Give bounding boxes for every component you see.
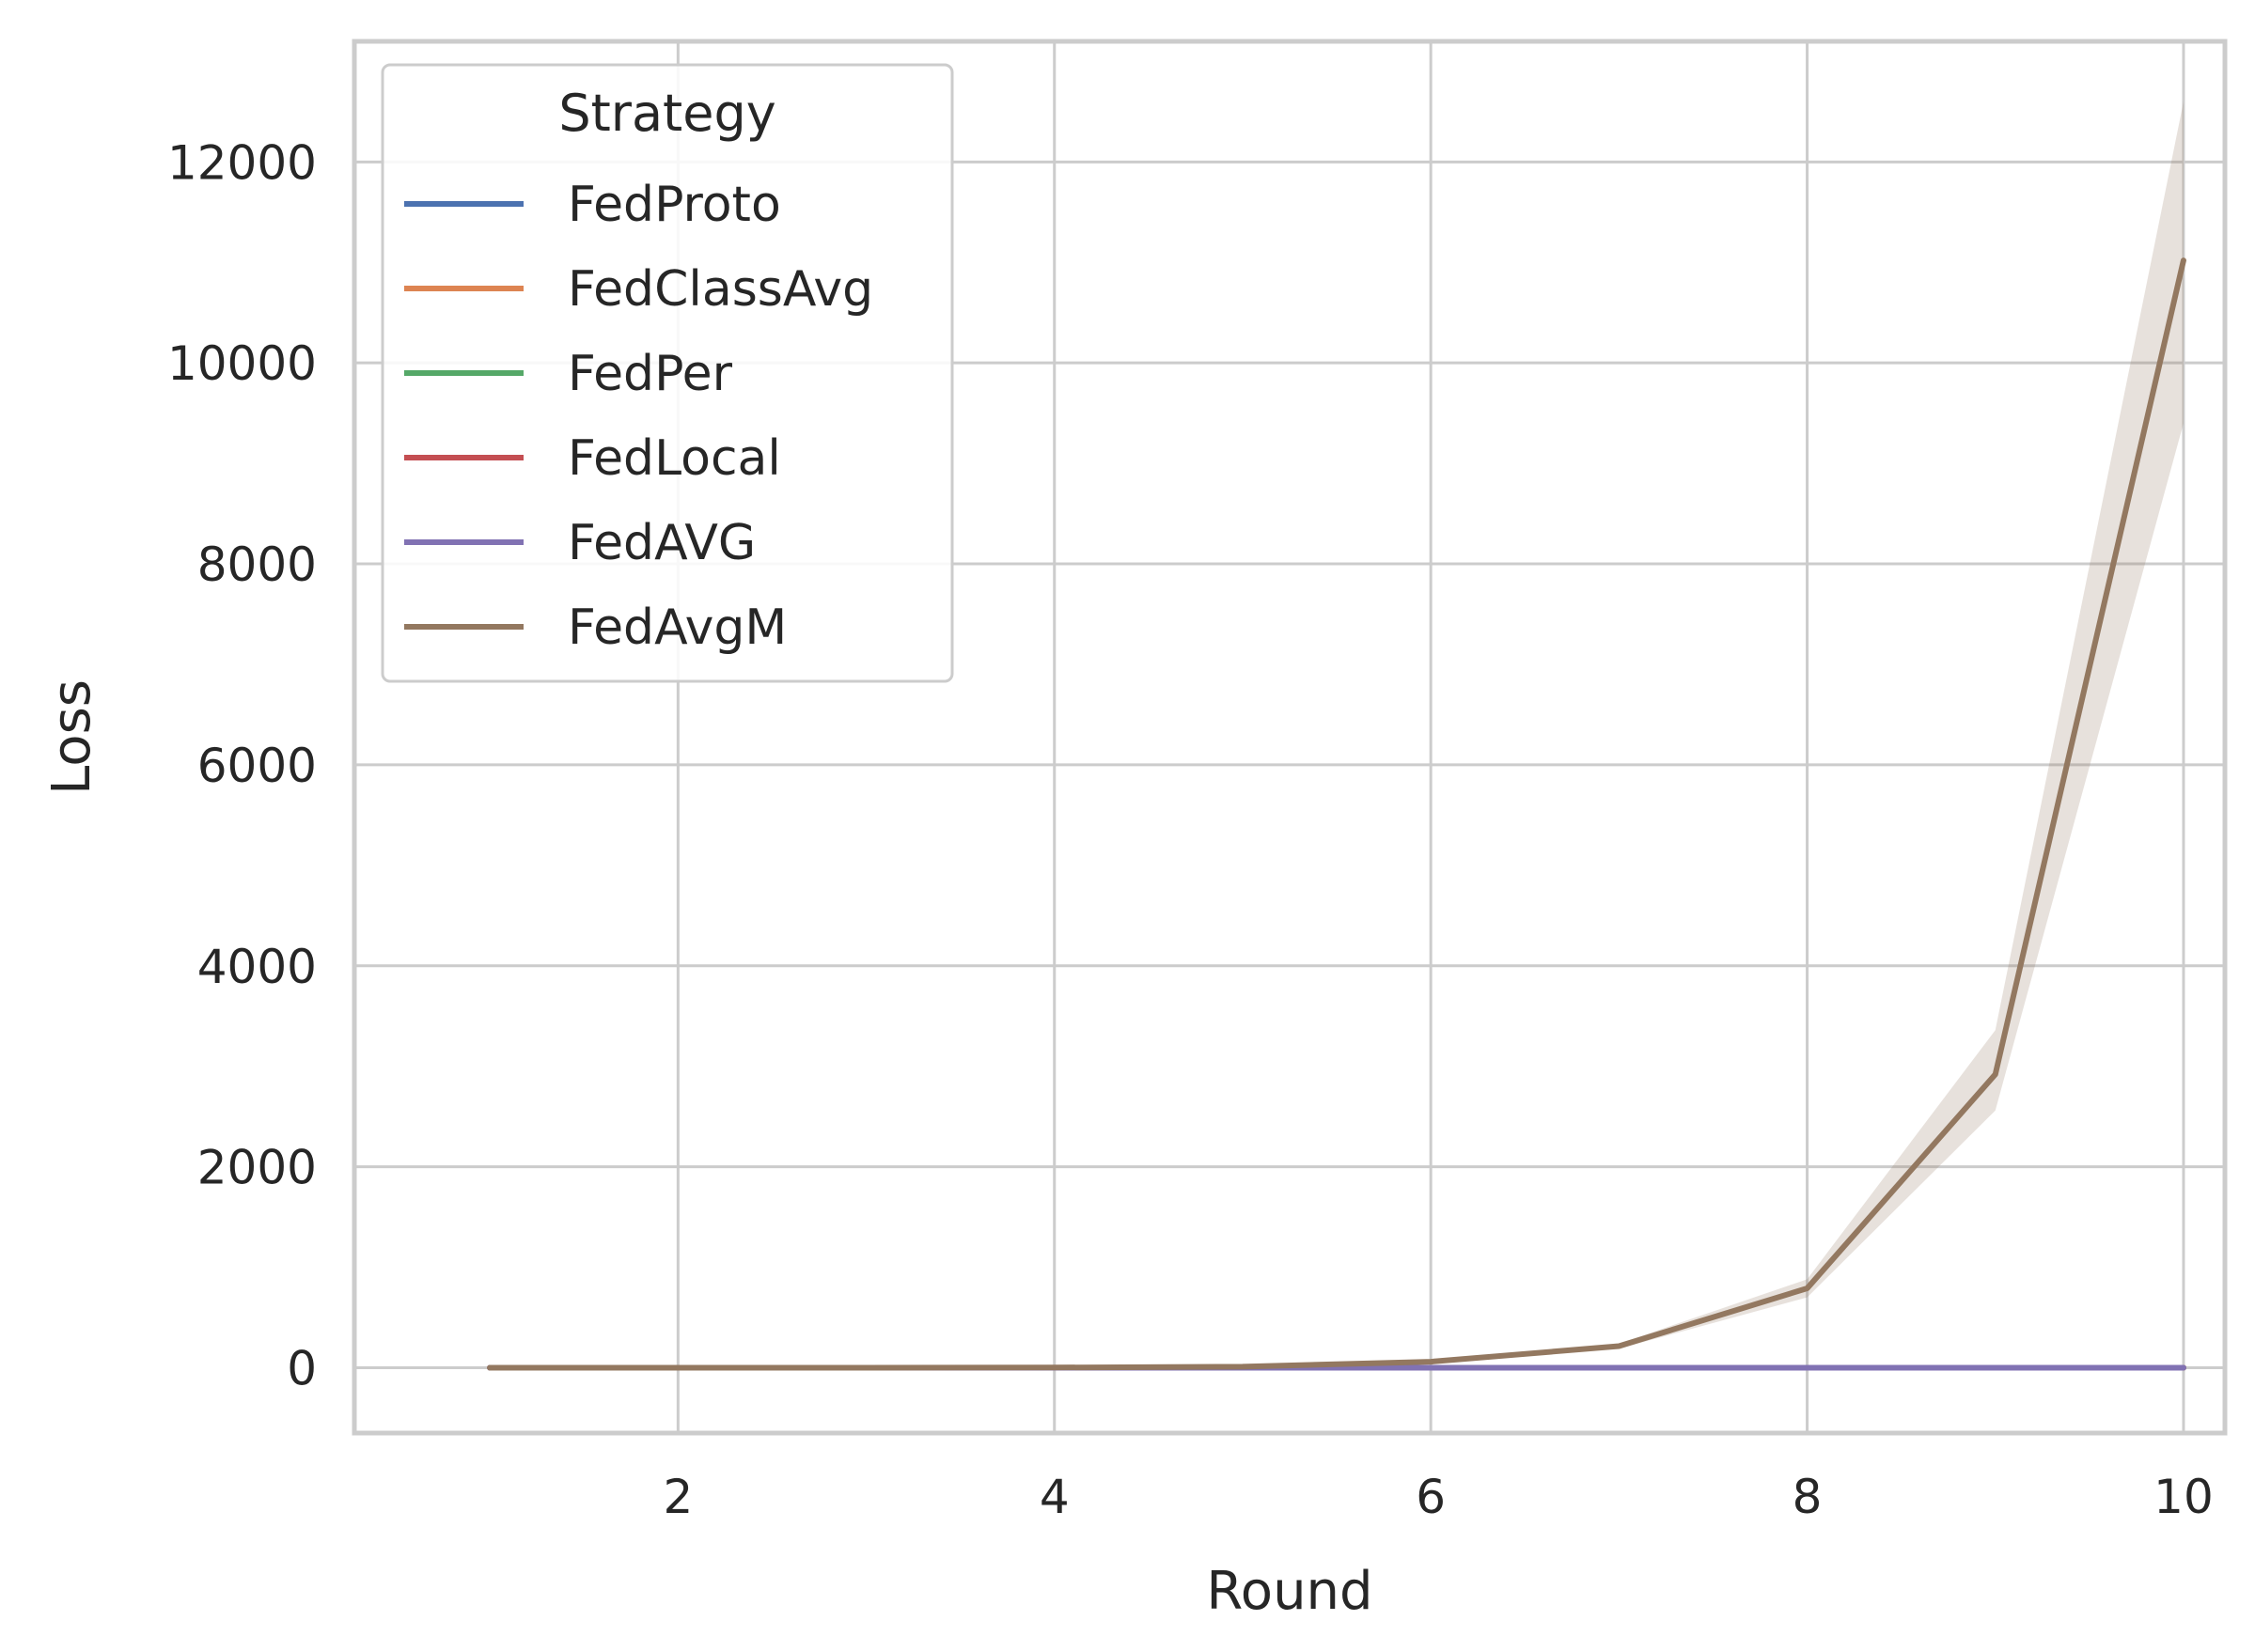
series-lines xyxy=(487,257,2186,1371)
legend-label: FedPer xyxy=(568,346,733,402)
y-tick-label: 12000 xyxy=(167,135,317,190)
x-tick-label: 10 xyxy=(2153,1470,2214,1524)
y-tick-label: 6000 xyxy=(197,739,317,793)
y-tick-label: 10000 xyxy=(167,336,317,391)
y-tick-label: 4000 xyxy=(197,940,317,994)
x-axis-title: Round xyxy=(1206,1561,1372,1622)
legend-label: FedClassAvg xyxy=(568,261,873,318)
x-tick-labels: 2 4 6 8 10 xyxy=(663,1470,2213,1524)
plot-frame xyxy=(352,39,2228,1436)
legend-title: Strategy xyxy=(558,84,775,143)
x-tick-label: 8 xyxy=(1793,1470,1823,1524)
y-tick-label: 0 xyxy=(287,1341,317,1395)
legend-label: FedAvgM xyxy=(568,600,787,656)
x-tick-label: 6 xyxy=(1416,1470,1446,1524)
y-tick-label: 2000 xyxy=(197,1141,317,1195)
legend-items: FedProto FedClassAvg FedPer FedLocal FedAVG F… xyxy=(404,177,873,656)
y-tick-label: 8000 xyxy=(197,538,317,592)
x-tick-label: 4 xyxy=(1040,1470,1070,1524)
legend-label: FedProto xyxy=(568,177,781,233)
series-line-fedavgm xyxy=(487,257,2186,1371)
y-tick-labels: 0 2000 4000 6000 8000 10000 12000 xyxy=(167,135,317,1395)
legend-label: FedLocal xyxy=(568,430,781,487)
legend-box xyxy=(381,63,954,683)
y-axis-title: Loss xyxy=(41,679,102,795)
legend-label: FedAVG xyxy=(568,515,756,571)
legend: Strategy FedProto FedClassAvg FedPer FedLoc… xyxy=(381,63,954,683)
x-tick-label: 2 xyxy=(663,1470,693,1524)
